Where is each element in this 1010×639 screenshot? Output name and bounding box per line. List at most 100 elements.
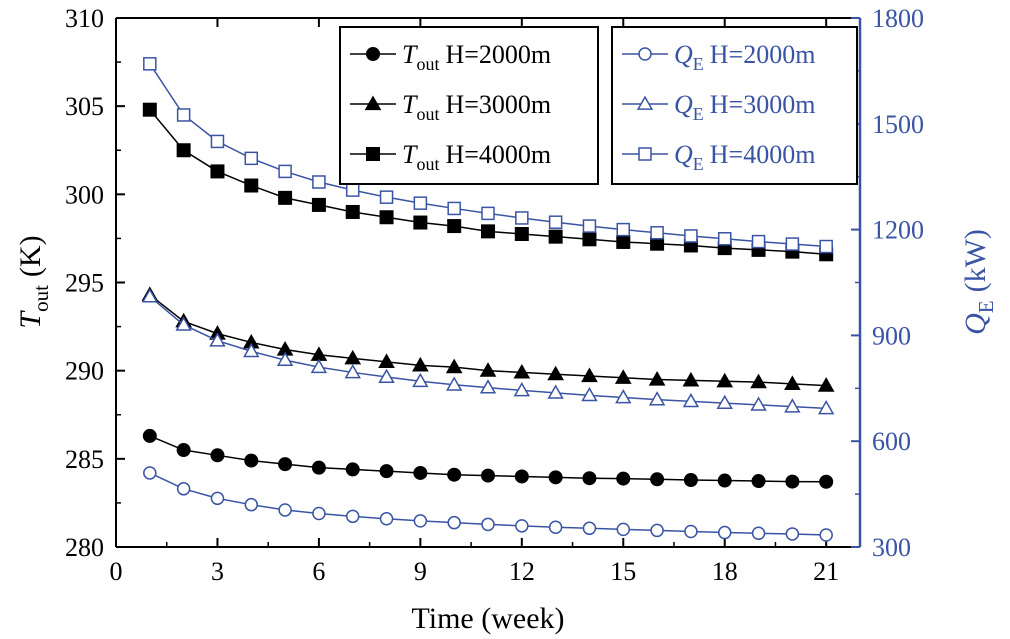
data-point-square <box>210 164 225 179</box>
data-point-square <box>176 143 191 158</box>
legend-marker-triangle <box>636 95 654 110</box>
legend-layer: Tout H=2000m Tout H=3000m Tout H=4000m QE H=200… <box>339 26 858 185</box>
data-point-triangle <box>784 398 801 413</box>
y-right-tick-label: 900 <box>872 321 911 350</box>
data-point-circle <box>447 467 462 482</box>
axes-layer: 0 3 6 9 12 15 18 21 280 285 290 295 300 305 310 300 600 9… <box>65 4 924 586</box>
data-point-triangle <box>513 363 531 379</box>
data-point-triangle <box>209 332 226 347</box>
axis-titles-layer: Time (week) Tout(K) QE(kW) <box>14 229 998 635</box>
data-point-circle <box>481 517 495 532</box>
data-point-circle <box>311 460 326 475</box>
data-point-circle <box>278 457 293 472</box>
data-point-triangle <box>716 394 733 410</box>
data-point-square <box>379 210 394 225</box>
data-point-circle <box>481 468 495 483</box>
data-point-triangle <box>378 368 395 383</box>
legend-marker-circle <box>638 47 652 61</box>
series-3 <box>143 466 833 542</box>
data-point-square <box>481 206 495 221</box>
data-point-triangle <box>716 372 734 388</box>
data-point-square <box>751 234 766 249</box>
data-point-circle <box>717 473 732 488</box>
data-point-circle <box>616 522 631 537</box>
data-point-triangle <box>648 391 666 406</box>
data-point-square <box>548 229 563 244</box>
data-point-triangle <box>547 384 564 399</box>
data-point-square <box>481 224 495 239</box>
data-point-square <box>278 190 293 205</box>
data-point-square <box>312 175 326 189</box>
y-right-tick-label: 300 <box>872 533 911 562</box>
legend-label: QE H=3000m <box>674 90 815 124</box>
data-point-triangle <box>750 373 767 389</box>
data-point-square <box>447 201 461 216</box>
data-point-circle <box>819 528 833 542</box>
data-point-triangle <box>479 362 497 377</box>
data-point-circle <box>751 526 766 540</box>
data-point-square <box>311 197 326 212</box>
data-point-square <box>413 196 428 210</box>
data-point-square <box>210 134 225 149</box>
data-point-circle <box>548 470 563 485</box>
data-point-circle <box>548 520 563 535</box>
x-tick-label: 18 <box>712 557 738 586</box>
data-point-triangle <box>513 382 531 397</box>
legend-label: Tout H=4000m <box>402 140 551 174</box>
data-point-triangle <box>141 288 159 303</box>
data-point-triangle <box>378 353 395 368</box>
data-point-triangle <box>310 358 328 374</box>
data-point-square <box>244 151 259 166</box>
series-0 <box>142 428 834 489</box>
data-point-square <box>176 108 191 122</box>
y-left-tick-label: 310 <box>65 4 104 33</box>
data-point-circle <box>717 525 732 540</box>
data-point-circle <box>447 515 461 530</box>
y-axis-left-title: Tout(K) <box>14 235 53 328</box>
data-point-square <box>345 204 360 219</box>
data-point-square <box>616 222 631 237</box>
data-point-circle <box>413 465 428 480</box>
data-point-circle <box>515 519 529 533</box>
legend-box-tout: Tout H=2000m Tout H=3000m Tout H=4000m <box>339 26 599 185</box>
data-point-square <box>379 190 394 204</box>
y-left-tick-label: 280 <box>65 533 104 562</box>
data-point-circle <box>244 453 259 468</box>
series-1 <box>141 286 835 392</box>
y-left-tick-label: 285 <box>65 445 104 474</box>
data-point-triangle <box>445 376 463 391</box>
data-point-triangle <box>682 371 700 387</box>
legend-marker-triangle <box>364 95 382 111</box>
data-point-circle <box>210 448 225 463</box>
data-point-circle <box>379 464 394 479</box>
data-point-square <box>717 232 732 246</box>
x-tick-label: 15 <box>610 557 636 586</box>
y-right-tick-label: 1200 <box>872 216 924 245</box>
data-point-circle <box>684 524 698 539</box>
data-point-circle <box>785 474 800 489</box>
data-point-circle <box>582 521 597 536</box>
y-right-tick-label: 1500 <box>872 110 924 139</box>
data-point-triangle <box>243 342 260 358</box>
data-point-circle <box>176 443 191 458</box>
data-point-triangle <box>682 392 700 408</box>
data-point-triangle <box>817 399 835 415</box>
data-point-square <box>515 211 529 225</box>
x-tick-label: 21 <box>813 557 839 586</box>
data-point-triangle <box>175 316 192 331</box>
data-point-circle <box>683 472 698 487</box>
data-point-triangle <box>412 372 429 388</box>
x-tick-label: 3 <box>211 557 224 586</box>
data-point-circle <box>345 509 360 524</box>
data-point-circle <box>751 474 766 489</box>
data-point-circle <box>819 474 834 489</box>
data-point-triangle <box>412 356 429 372</box>
data-point-circle <box>278 503 292 517</box>
data-point-square <box>548 215 563 229</box>
y-axis-right-title: QE(kW) <box>959 229 998 335</box>
series-4 <box>141 288 835 415</box>
data-point-square <box>684 229 698 243</box>
data-point-square <box>650 226 664 240</box>
data-point-square <box>278 164 292 179</box>
